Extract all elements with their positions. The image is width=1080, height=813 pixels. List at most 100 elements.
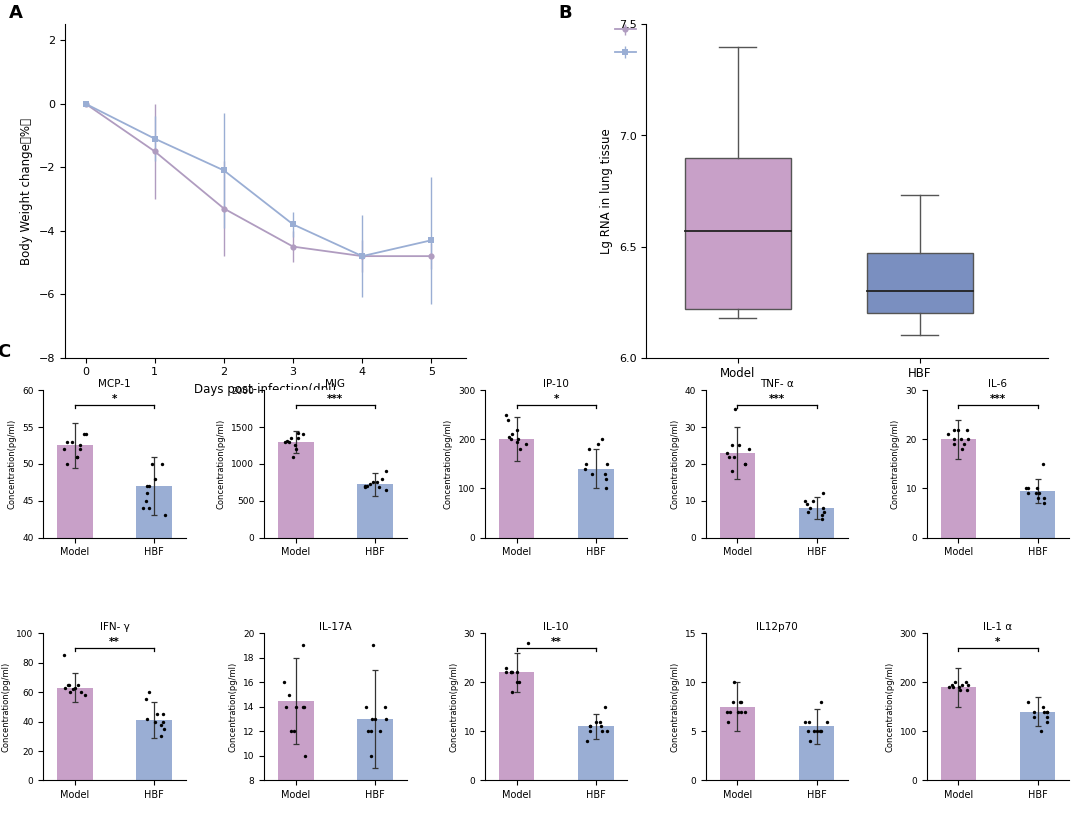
Bar (136, 720, 172, 780)
Point (509, 435, 526, 448)
Title: IL-17A: IL-17A (319, 623, 352, 633)
Point (369, 476, 387, 489)
Point (67, 681, 84, 694)
Bar (57, 446, 93, 813)
Point (1035, 700, 1052, 713)
Point (370, 481, 388, 494)
Point (140, 502, 158, 515)
Point (357, 700, 375, 713)
Point (58, 458, 76, 471)
Point (289, 427, 307, 440)
Point (730, 439, 747, 452)
Point (596, 467, 613, 480)
Point (503, 428, 521, 441)
Point (55, 649, 72, 662)
Point (957, 676, 974, 689)
Point (365, 476, 382, 489)
Point (593, 720, 610, 733)
Point (286, 439, 303, 452)
Point (378, 713, 395, 726)
Point (950, 680, 968, 693)
Point (1020, 487, 1037, 500)
Point (359, 480, 376, 493)
Y-axis label: Body Weight change（%）: Body Weight change（%） (21, 118, 33, 264)
Point (59, 678, 77, 691)
Y-axis label: Concentration(pg/ml): Concentration(pg/ml) (217, 419, 226, 509)
Point (598, 458, 616, 471)
Point (276, 435, 294, 448)
Y-axis label: Concentration(pg/ml): Concentration(pg/ml) (886, 662, 894, 752)
Point (580, 442, 597, 455)
Point (138, 480, 156, 493)
Text: **: ** (551, 637, 562, 647)
Title: IL12p70: IL12p70 (756, 623, 798, 633)
Point (805, 494, 822, 507)
Bar (719, 706, 755, 780)
Point (297, 750, 314, 763)
Point (503, 666, 521, 679)
Point (583, 467, 600, 480)
Y-axis label: Concentration(pg/ml): Concentration(pg/ml) (891, 419, 900, 509)
Title: IFN- γ: IFN- γ (99, 623, 130, 633)
Point (1027, 487, 1044, 500)
Point (737, 458, 754, 471)
Point (134, 502, 151, 515)
Text: ***: *** (990, 394, 1005, 404)
Point (497, 408, 514, 421)
Bar (136, 486, 172, 813)
Point (284, 450, 301, 463)
Y-axis label: Concentration(pg/ml): Concentration(pg/ml) (670, 419, 679, 509)
Bar (578, 469, 613, 537)
Point (140, 685, 158, 698)
Point (295, 700, 312, 713)
Point (512, 442, 529, 455)
Point (362, 478, 379, 491)
Bar (499, 672, 535, 780)
Point (144, 458, 161, 471)
Y-axis label: Concentration(pg/ml): Concentration(pg/ml) (2, 662, 11, 752)
Point (946, 676, 963, 689)
Point (586, 715, 604, 728)
Point (152, 730, 170, 743)
Point (801, 502, 819, 515)
Legend: Model, HBF: Model, HBF (615, 24, 680, 59)
Point (497, 666, 514, 679)
Point (577, 463, 594, 476)
Text: *: * (111, 394, 117, 404)
Point (1030, 487, 1048, 500)
Point (581, 725, 598, 738)
Point (68, 450, 85, 463)
Point (374, 472, 391, 485)
Point (500, 430, 517, 443)
Point (76, 689, 93, 702)
Point (954, 678, 971, 691)
Title: IP-10: IP-10 (543, 380, 569, 389)
Point (815, 505, 833, 518)
Bar (578, 727, 613, 780)
Point (72, 685, 90, 698)
Point (811, 725, 828, 738)
Point (813, 509, 831, 522)
Point (945, 433, 962, 446)
Point (597, 482, 615, 495)
Point (138, 487, 156, 500)
Point (806, 725, 823, 738)
Point (946, 437, 963, 450)
Point (1035, 492, 1052, 505)
Point (1036, 497, 1053, 510)
Point (508, 666, 525, 679)
Point (724, 465, 741, 478)
Point (69, 678, 86, 691)
Point (594, 433, 611, 446)
Point (1020, 482, 1037, 495)
Point (797, 715, 814, 728)
Point (287, 700, 305, 713)
Point (732, 695, 750, 708)
Point (578, 458, 595, 471)
Point (360, 725, 377, 738)
Point (958, 423, 975, 436)
Point (940, 428, 957, 441)
Point (508, 676, 525, 689)
Point (720, 450, 738, 463)
Point (726, 402, 743, 415)
